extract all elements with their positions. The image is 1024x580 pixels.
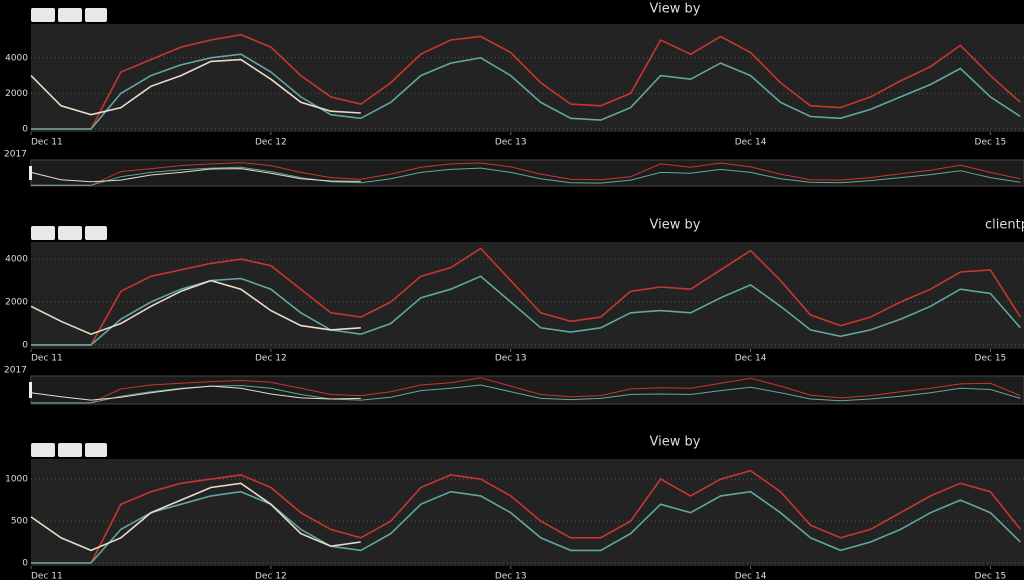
series-line [30, 58, 361, 116]
slider-line [30, 385, 361, 401]
x-tick-label: Dec 11 [31, 572, 63, 580]
y-tick-label: 1000 [5, 475, 28, 485]
series-line [31, 53, 1021, 130]
chart-title: View by [650, 2, 701, 17]
series-line [30, 279, 361, 336]
series-line [31, 469, 1022, 564]
x-tick-label: Dec 12 [255, 138, 287, 148]
x-tick-label: Dec 13 [495, 354, 527, 364]
x-tick-label: Dec 13 [495, 138, 527, 148]
x-tick-label: Dec 14 [735, 572, 767, 580]
slider-handle[interactable] [29, 382, 32, 398]
series-line [31, 490, 1021, 564]
chart: View by 0 2000 4000 Dec 11 Dec 12 Dec 13 Dec 14… [4, 2, 1024, 187]
plot-area [31, 24, 1024, 132]
button[interactable] [31, 226, 55, 240]
x-tick-label: Dec 14 [735, 354, 767, 364]
y-tick-label: 2000 [5, 298, 28, 308]
x-tick-label: Dec 15 [975, 572, 1007, 580]
slider-line [31, 166, 1021, 186]
chart-title: View by [650, 218, 701, 233]
y-tick-label: 0 [22, 558, 28, 568]
x-year-label: 2017 [4, 366, 27, 376]
series-line [31, 247, 1022, 346]
y-tick-label: 0 [22, 124, 28, 134]
x-tick-label: Dec 11 [31, 138, 63, 148]
y-tick-label: 2000 [5, 89, 28, 99]
x-tick-label: Dec 11 [31, 354, 63, 364]
series-line [31, 275, 1022, 346]
toolbar [31, 8, 107, 457]
annotation: clientp [985, 218, 1024, 233]
chart: View by clientp 0 2000 4000 Dec 11 Dec 12 Dec 1… [4, 218, 1024, 405]
slider-line [31, 162, 1021, 186]
x-tick-label: Dec 14 [735, 138, 767, 148]
x-tick-label: Dec 13 [495, 572, 527, 580]
range-slider [30, 375, 1024, 405]
y-tick-label: 4000 [5, 255, 28, 265]
x-year-label: 2017 [4, 150, 27, 160]
x-tick-label: Dec 15 [975, 354, 1007, 364]
y-tick-label: 0 [22, 340, 28, 350]
chart-title: View by [650, 435, 701, 450]
button[interactable] [58, 8, 82, 22]
plot-area [31, 242, 1024, 349]
series-line [30, 482, 361, 552]
range-slider [30, 159, 1024, 187]
plot-area [31, 459, 1024, 566]
slider-line [31, 377, 1021, 404]
y-tick-label: 4000 [5, 53, 28, 63]
x-tick-label: Dec 12 [255, 572, 287, 580]
slider-line [30, 168, 361, 183]
y-tick-label: 500 [11, 517, 28, 527]
button[interactable] [58, 226, 82, 240]
button[interactable] [31, 8, 55, 22]
series-line [31, 33, 1021, 130]
x-tick-label: Dec 15 [975, 138, 1007, 148]
button[interactable] [85, 8, 107, 22]
x-tick-label: Dec 12 [255, 354, 287, 364]
slider-handle[interactable] [29, 166, 32, 180]
chart: View by 0 500 1000 Dec 11 Dec 12 Dec 13 Dec 14 D… [5, 435, 1024, 580]
button[interactable] [85, 443, 107, 457]
button[interactable] [58, 443, 82, 457]
button[interactable] [31, 443, 55, 457]
button[interactable] [85, 226, 107, 240]
